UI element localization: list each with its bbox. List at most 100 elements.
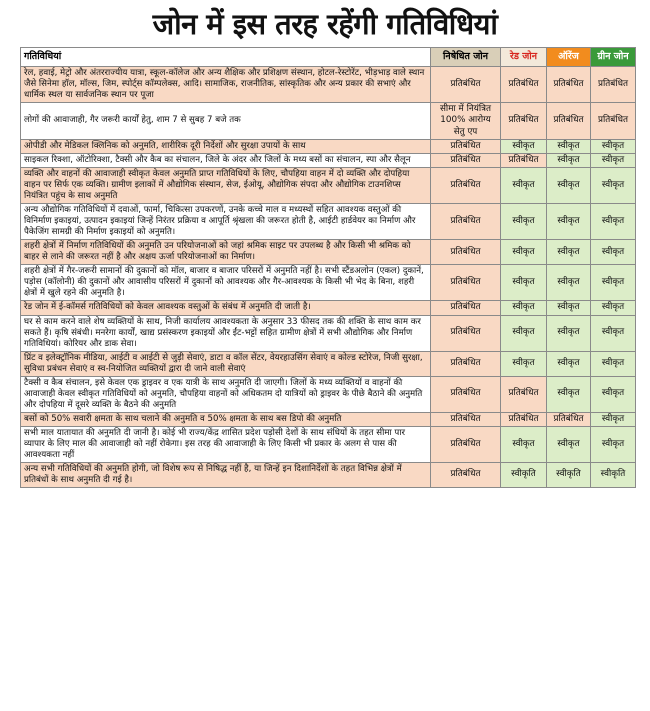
status-cell: स्वीकृत xyxy=(500,425,547,463)
status-cell: स्वीकृत xyxy=(546,152,591,169)
status-cell: सीमा में नियंत्रित 100% आरोग्य सेतु एप xyxy=(430,102,501,140)
status-cell: प्रतिबंधित xyxy=(546,411,591,427)
status-cell: स्वीकृत xyxy=(590,411,636,427)
status-cell: स्वीकृत xyxy=(590,167,636,205)
status-cell: प्रतिबंधित xyxy=(430,239,501,266)
column-header: गतिविधियां xyxy=(20,47,431,67)
table-row: सभी माल यातायात की अनुमति दी जानी है। को… xyxy=(20,425,636,463)
status-cell: स्वीकृत xyxy=(546,138,591,155)
activity-cell: रेड जोन में ई-कॉमर्स गतिविधियों को केवल … xyxy=(20,300,431,316)
status-cell: प्रतिबंधित xyxy=(500,152,547,169)
status-cell: स्वीकृत xyxy=(590,152,636,169)
status-cell: प्रतिबंधित xyxy=(430,203,501,241)
activity-cell: अन्य सभी गतिविधियों की अनुमति होगी, जो व… xyxy=(20,461,431,488)
status-cell: प्रतिबंधित xyxy=(590,102,636,140)
table-row: रेल, हवाई, मेट्रो और अंतरराज्यीय यात्रा,… xyxy=(20,66,636,103)
table-body: रेल, हवाई, मेट्रो और अंतरराज्यीय यात्रा,… xyxy=(20,66,636,488)
status-cell: स्वीकृत xyxy=(590,350,636,377)
column-header: रेड जोन xyxy=(500,47,547,67)
activity-cell: टैक्सी व कैब संचालन, इसे केवल एक ड्राइवर… xyxy=(20,375,431,413)
status-cell: प्रतिबंधित xyxy=(430,411,501,427)
table-row: साइकल रिक्शा, ऑटोरिक्शा, टैक्सी और कैब क… xyxy=(20,152,636,169)
status-cell: स्वीकृति xyxy=(500,461,547,488)
status-cell: स्वीकृत xyxy=(500,138,547,155)
activity-cell: शहरी क्षेत्रों में निर्माण गतिविधियों की… xyxy=(20,239,431,266)
column-header: ऑरेंज xyxy=(546,47,591,67)
status-cell: प्रतिबंधित xyxy=(590,66,636,103)
table-row: शहरी क्षेत्रों में निर्माण गतिविधियों की… xyxy=(20,239,636,266)
activity-cell: शहरी क्षेत्रों में गैर-जरूरी सामानों की … xyxy=(20,264,431,302)
status-cell: प्रतिबंधित xyxy=(430,264,501,302)
status-cell: स्वीकृत xyxy=(546,300,591,316)
status-cell: स्वीकृत xyxy=(500,203,547,241)
status-cell: स्वीकृत xyxy=(500,314,547,352)
table-row: अन्य औद्योगिक गतिविधियों में दवाओं, फार्… xyxy=(20,203,636,241)
status-cell: स्वीकृत xyxy=(590,264,636,302)
status-cell: स्वीकृत xyxy=(546,239,591,266)
status-cell: स्वीकृत xyxy=(546,314,591,352)
status-cell: प्रतिबंधित xyxy=(430,167,501,205)
header-row: गतिविधियां निषेधित जोन रेड जोन ऑरेंज ग्रीन ज… xyxy=(20,47,636,67)
status-cell: प्रतिबंधित xyxy=(430,314,501,352)
status-cell: स्वीकृत xyxy=(590,138,636,155)
column-header: ग्रीन जोन xyxy=(590,47,636,67)
status-cell: स्वीकृत xyxy=(500,264,547,302)
page-title: जोन में इस तरह रहेंगी गतिविधियां xyxy=(152,7,498,41)
activity-cell: बसों को 50% सवारी क्षमता के साथ चलाने की… xyxy=(20,411,431,427)
activity-cell: प्रिंट व इलेक्ट्रॉनिक मीडिया, आईटी व आईट… xyxy=(20,350,431,377)
activity-cell: ओपीडी और मेडिकल क्लिनिक को अनुमति, शारीर… xyxy=(20,138,431,155)
status-cell: प्रतिबंधित xyxy=(430,350,501,377)
status-cell: स्वीकृत xyxy=(590,300,636,316)
status-cell: प्रतिबंधित xyxy=(430,461,501,488)
status-cell: स्वीकृति xyxy=(590,461,636,488)
status-cell: स्वीकृत xyxy=(590,314,636,352)
table-row: प्रिंट व इलेक्ट्रॉनिक मीडिया, आईटी व आईट… xyxy=(20,350,636,377)
status-cell: स्वीकृत xyxy=(546,425,591,463)
status-cell: स्वीकृत xyxy=(546,167,591,205)
table-row: शहरी क्षेत्रों में गैर-जरूरी सामानों की … xyxy=(20,264,636,302)
status-cell: प्रतिबंधित xyxy=(500,411,547,427)
status-cell: प्रतिबंधित xyxy=(430,425,501,463)
status-cell: स्वीकृत xyxy=(590,425,636,463)
status-cell: प्रतिबंधित xyxy=(430,300,501,316)
status-cell: स्वीकृत xyxy=(546,350,591,377)
table-row: बसों को 50% सवारी क्षमता के साथ चलाने की… xyxy=(20,411,636,427)
status-cell: प्रतिबंधित xyxy=(546,102,591,140)
status-cell: प्रतिबंधित xyxy=(500,102,547,140)
status-cell: प्रतिबंधित xyxy=(430,152,501,169)
table-row: अन्य सभी गतिविधियों की अनुमति होगी, जो व… xyxy=(20,461,636,488)
status-cell: स्वीकृत xyxy=(546,203,591,241)
activity-cell: रेल, हवाई, मेट्रो और अंतरराज्यीय यात्रा,… xyxy=(20,66,431,103)
status-cell: स्वीकृत xyxy=(500,239,547,266)
table-row: ओपीडी और मेडिकल क्लिनिक को अनुमति, शारीर… xyxy=(20,138,636,155)
status-cell: प्रतिबंधित xyxy=(546,66,591,103)
activity-cell: अन्य औद्योगिक गतिविधियों में दवाओं, फार्… xyxy=(20,203,431,241)
status-cell: प्रतिबंधित xyxy=(430,375,501,413)
table-row: घर से काम करने वाले शेष व्यक्तियों के सा… xyxy=(20,314,636,352)
status-cell: स्वीकृति xyxy=(546,461,591,488)
activity-cell: साइकल रिक्शा, ऑटोरिक्शा, टैक्सी और कैब क… xyxy=(20,152,431,169)
activity-cell: सभी माल यातायात की अनुमति दी जानी है। को… xyxy=(20,425,431,463)
status-cell: स्वीकृत xyxy=(590,203,636,241)
status-cell: स्वीकृत xyxy=(590,375,636,413)
column-header: निषेधित जोन xyxy=(430,47,501,67)
status-cell: प्रतिबंधित xyxy=(430,66,501,103)
status-cell: स्वीकृत xyxy=(546,264,591,302)
status-cell: स्वीकृत xyxy=(500,167,547,205)
status-cell: प्रतिबंधित xyxy=(500,66,547,103)
activity-cell: लोगों की आवाजाही, गैर जरूरी कार्यों हेतु… xyxy=(20,102,431,140)
status-cell: स्वीकृत xyxy=(546,375,591,413)
activity-cell: घर से काम करने वाले शेष व्यक्तियों के सा… xyxy=(20,314,431,352)
status-cell: स्वीकृत xyxy=(590,239,636,266)
status-cell: स्वीकृत xyxy=(500,350,547,377)
status-cell: प्रतिबंधित xyxy=(500,375,547,413)
zone-table: गतिविधियां निषेधित जोन रेड जोन ऑरेंज ग्रीन ज… xyxy=(20,47,636,488)
status-cell: प्रतिबंधित xyxy=(430,138,501,155)
table-row: व्यक्ति और वाहनों की आवाजाही स्वीकृत केव… xyxy=(20,167,636,205)
table-row: टैक्सी व कैब संचालन, इसे केवल एक ड्राइवर… xyxy=(20,375,636,413)
table-row: रेड जोन में ई-कॉमर्स गतिविधियों को केवल … xyxy=(20,300,636,316)
activity-cell: व्यक्ति और वाहनों की आवाजाही स्वीकृत केव… xyxy=(20,167,431,205)
status-cell: स्वीकृत xyxy=(500,300,547,316)
table-row: लोगों की आवाजाही, गैर जरूरी कार्यों हेतु… xyxy=(20,102,636,140)
